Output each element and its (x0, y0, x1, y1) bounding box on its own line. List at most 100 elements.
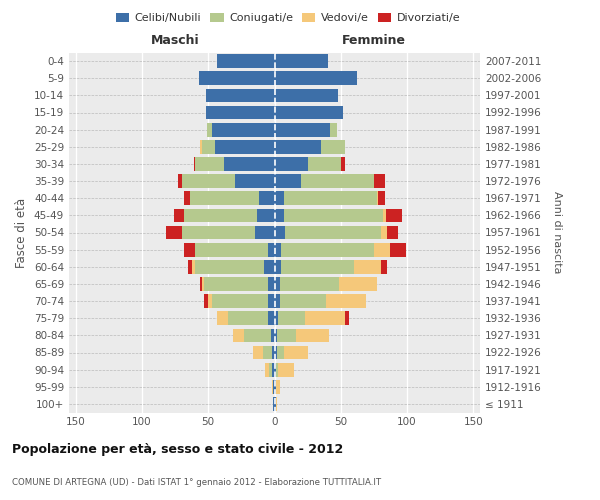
Bar (281, 260, 354, 274)
Bar (275, 192, 284, 205)
Bar (272, 380, 273, 394)
Bar (390, 243, 406, 256)
Bar (284, 208, 383, 222)
Bar (254, 226, 275, 239)
Bar (275, 157, 308, 171)
Bar (208, 294, 212, 308)
Bar (202, 140, 215, 153)
Bar (204, 294, 208, 308)
Bar (275, 140, 321, 153)
Bar (268, 243, 275, 256)
Bar (268, 294, 275, 308)
Bar (200, 140, 202, 153)
Bar (195, 260, 264, 274)
Bar (235, 174, 275, 188)
Bar (275, 260, 281, 274)
Bar (284, 192, 377, 205)
Bar (277, 328, 296, 342)
Text: Femmine: Femmine (342, 34, 406, 48)
Bar (244, 328, 271, 342)
Bar (275, 346, 277, 360)
Bar (184, 192, 190, 205)
Bar (202, 277, 204, 291)
Bar (182, 174, 235, 188)
Bar (263, 346, 272, 360)
Bar (278, 363, 295, 376)
Bar (273, 397, 275, 411)
Text: Popolazione per età, sesso e stato civile - 2012: Popolazione per età, sesso e stato civil… (12, 442, 343, 456)
Bar (275, 88, 338, 102)
Bar (200, 277, 202, 291)
Bar (321, 140, 345, 153)
Bar (301, 174, 374, 188)
Bar (341, 157, 345, 171)
Y-axis label: Fasce di età: Fasce di età (16, 198, 28, 268)
Bar (275, 243, 281, 256)
Bar (276, 380, 280, 394)
Bar (276, 363, 278, 376)
Text: Maschi: Maschi (151, 34, 199, 48)
Bar (377, 192, 378, 205)
Bar (190, 192, 259, 205)
Bar (354, 260, 380, 274)
Bar (206, 106, 275, 120)
Bar (268, 277, 275, 291)
Bar (386, 208, 402, 222)
Bar (192, 260, 195, 274)
Bar (275, 226, 285, 239)
Bar (275, 397, 276, 411)
Bar (380, 260, 387, 274)
Bar (280, 294, 326, 308)
Bar (387, 226, 398, 239)
Bar (275, 123, 330, 136)
Bar (380, 226, 387, 239)
Bar (206, 88, 275, 102)
Bar (166, 226, 182, 239)
Bar (212, 123, 275, 136)
Bar (182, 226, 254, 239)
Bar (280, 277, 340, 291)
Bar (275, 106, 343, 120)
Bar (285, 226, 380, 239)
Bar (275, 312, 278, 325)
Bar (276, 397, 277, 411)
Bar (273, 380, 275, 394)
Bar (278, 312, 305, 325)
Bar (188, 260, 193, 274)
Bar (264, 260, 275, 274)
Bar (305, 312, 345, 325)
Legend: Celibi/Nubili, Coniugati/e, Vedovi/e, Divorziati/e: Celibi/Nubili, Coniugati/e, Vedovi/e, Di… (112, 8, 464, 28)
Bar (184, 243, 195, 256)
Bar (228, 312, 268, 325)
Bar (199, 72, 275, 85)
Bar (326, 294, 366, 308)
Bar (340, 277, 377, 291)
Bar (272, 363, 275, 376)
Bar (268, 312, 275, 325)
Bar (374, 243, 390, 256)
Bar (296, 328, 329, 342)
Bar (217, 312, 228, 325)
Bar (275, 363, 276, 376)
Bar (174, 208, 184, 222)
Bar (257, 208, 275, 222)
Bar (383, 208, 386, 222)
Bar (204, 277, 268, 291)
Bar (275, 208, 284, 222)
Bar (275, 380, 276, 394)
Bar (275, 174, 301, 188)
Text: COMUNE DI ARTEGNA (UD) - Dati ISTAT 1° gennaio 2012 - Elaborazione TUTTITALIA.IT: COMUNE DI ARTEGNA (UD) - Dati ISTAT 1° g… (12, 478, 381, 487)
Bar (253, 346, 263, 360)
Bar (275, 294, 280, 308)
Bar (272, 346, 275, 360)
Bar (195, 243, 268, 256)
Bar (224, 157, 275, 171)
Bar (281, 243, 374, 256)
Bar (275, 328, 277, 342)
Bar (265, 363, 269, 376)
Bar (378, 192, 385, 205)
Bar (330, 123, 337, 136)
Bar (259, 192, 275, 205)
Bar (215, 140, 275, 153)
Bar (217, 54, 275, 68)
